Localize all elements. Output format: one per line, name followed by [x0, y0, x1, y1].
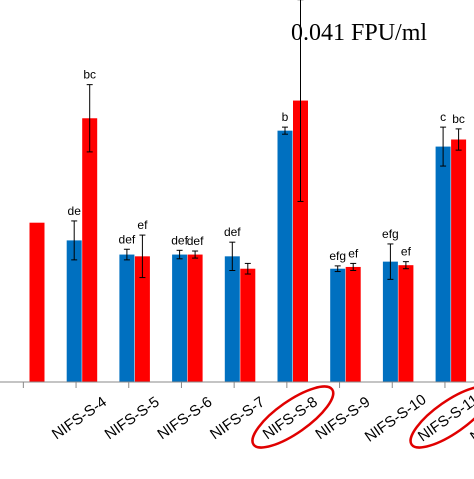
x-tick-label: NIFS-S-6: [154, 393, 215, 443]
x-tick-label: NIFS-S-7: [207, 393, 268, 443]
bar: [398, 265, 413, 382]
x-tick-marks: [23, 382, 474, 388]
bar: [119, 255, 134, 382]
bars-layer: [30, 101, 474, 382]
bar: [278, 131, 293, 382]
significance-label: ef: [401, 245, 412, 259]
bar: [225, 256, 240, 382]
bar: [346, 267, 361, 382]
significance-label: b: [282, 110, 289, 124]
chart-title: 0.041 FPU/ml: [291, 20, 427, 46]
bar: [82, 118, 97, 382]
bar: [330, 269, 345, 382]
significance-label: efg: [382, 227, 399, 241]
significance-label: bc: [452, 112, 465, 126]
bar: [436, 147, 451, 382]
significance-label: ef: [348, 246, 359, 260]
bar: [451, 140, 466, 382]
significance-label: efg: [329, 249, 346, 263]
significance-label: def: [187, 234, 204, 248]
bar: [172, 255, 187, 382]
significance-label: ef: [137, 218, 148, 232]
significance-label: def: [224, 225, 241, 239]
bar: [30, 223, 45, 382]
bar: [188, 255, 203, 382]
significance-label: de: [68, 204, 82, 218]
x-tick-label: NIFS-S-4: [49, 393, 110, 443]
bar: [240, 269, 255, 382]
significance-label: c: [440, 110, 446, 124]
significance-label: def: [119, 232, 136, 246]
x-tick-label: NIFS-S-5: [102, 393, 163, 443]
significance-label: bc: [83, 68, 96, 82]
bar: [67, 240, 82, 382]
